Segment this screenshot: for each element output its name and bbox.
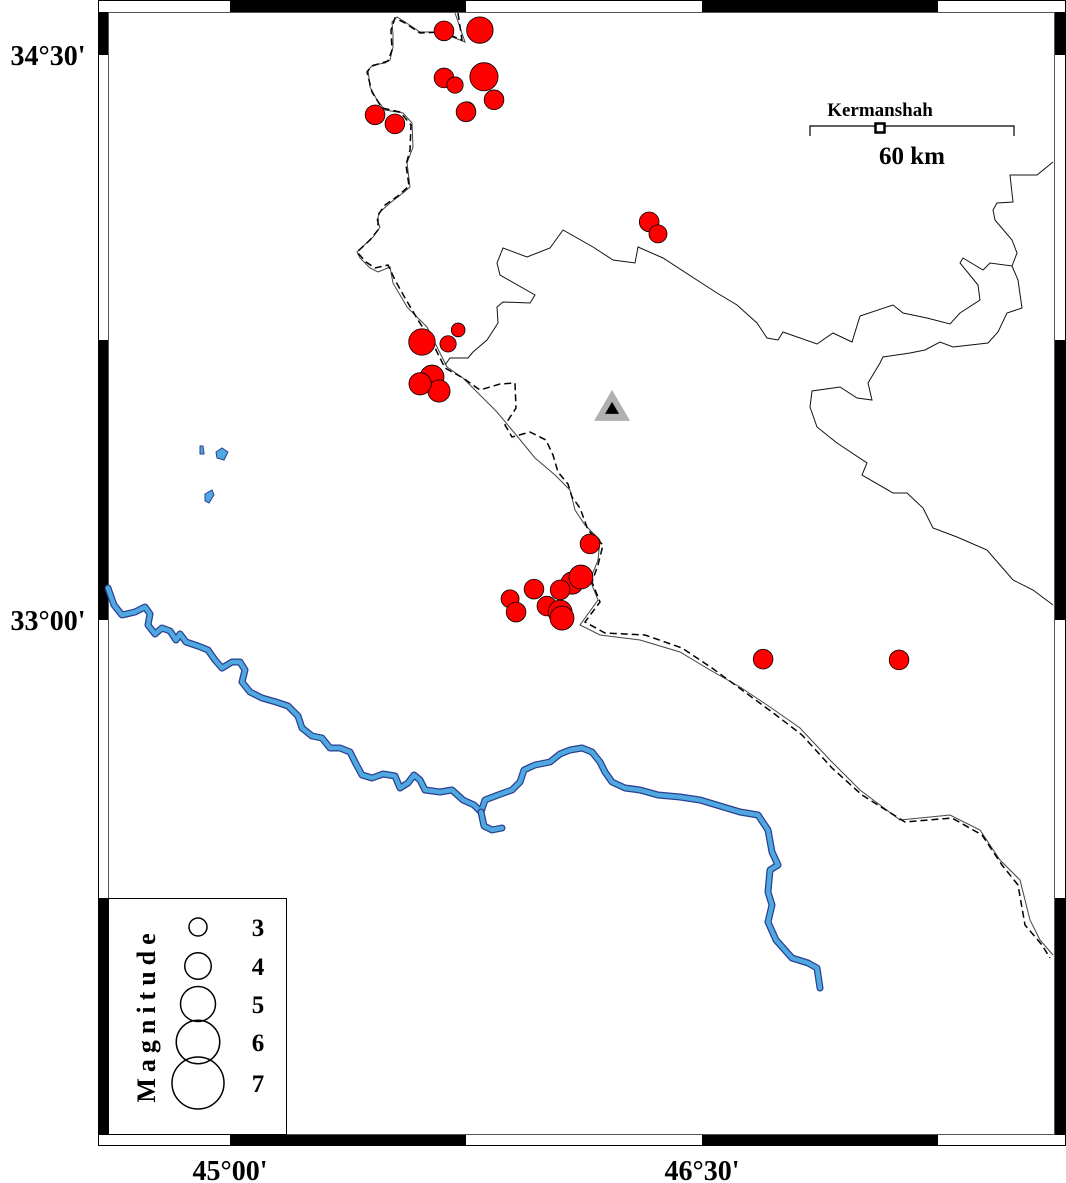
earthquake-marker <box>450 322 466 338</box>
legend-label: 5 <box>252 992 265 1019</box>
scale-bar-label: 60 km <box>879 143 945 170</box>
earthquake-marker <box>549 605 575 631</box>
earthquake-marker <box>888 649 910 671</box>
legend-circle <box>179 985 217 1023</box>
legend-circle <box>188 917 208 937</box>
earthquake-marker <box>466 16 494 44</box>
scale-bar: 60 km <box>809 125 1015 170</box>
earthquake-marker <box>568 564 594 590</box>
earthquake-marker <box>579 533 601 555</box>
province-border <box>444 161 1054 606</box>
legend-label: 4 <box>252 954 265 981</box>
lat-label-33-00: 33°00' <box>11 606 86 637</box>
city-square-icon <box>874 122 886 134</box>
legend-circle <box>175 1019 221 1065</box>
map-frame <box>98 0 1066 1146</box>
earthquake-marker <box>549 579 571 601</box>
lat-label-34-30: 34°30' <box>11 41 86 72</box>
legend-label: 3 <box>252 915 265 942</box>
earthquake-marker <box>364 104 386 126</box>
earthquake-marker <box>433 20 455 42</box>
international-border-dashed <box>355 12 1051 959</box>
river <box>104 584 824 992</box>
legend-label: 7 <box>252 1071 265 1098</box>
city-label: Kermanshah <box>827 100 933 121</box>
earthquake-marker <box>469 62 499 92</box>
legend-label: 6 <box>252 1030 265 1057</box>
lon-label-45-00: 45°00' <box>193 1156 268 1183</box>
lon-label-46-30: 46°30' <box>665 1156 740 1183</box>
earthquake-marker <box>523 578 545 600</box>
legend-title: Magnitude <box>132 927 161 1102</box>
earthquake-marker <box>505 601 527 623</box>
earthquake-marker <box>455 101 477 123</box>
earthquake-marker <box>408 372 432 396</box>
earthquake-layer <box>364 16 910 671</box>
legend-circle <box>184 952 212 980</box>
legend-circle <box>171 1056 225 1110</box>
magnitude-legend: Magnitude 3 4 5 6 7 <box>108 898 287 1135</box>
earthquake-marker <box>408 328 436 356</box>
earthquake-marker <box>384 113 406 135</box>
earthquake-marker <box>439 335 457 353</box>
earthquake-marker <box>752 648 774 670</box>
earthquake-marker <box>483 89 505 111</box>
earthquake-marker <box>648 224 668 244</box>
lakes <box>199 445 229 504</box>
international-border-solid <box>356 12 1054 956</box>
earthquake-marker <box>446 76 464 94</box>
station-triangle-icon <box>594 389 631 421</box>
